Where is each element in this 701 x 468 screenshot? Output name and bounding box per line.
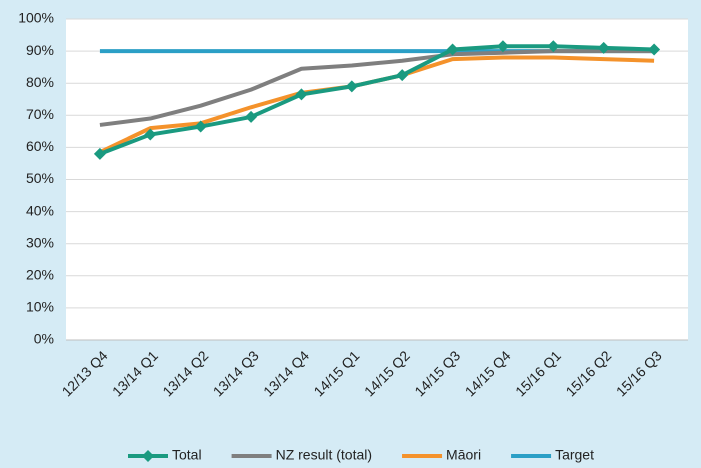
marker <box>597 41 610 54</box>
legend-label: Māori <box>446 447 481 463</box>
y-tick-label: 30% <box>26 234 54 250</box>
marker <box>245 110 258 123</box>
y-tick-label: 70% <box>26 106 54 122</box>
marker <box>144 128 157 141</box>
marker <box>648 43 661 56</box>
y-tick-label: 80% <box>26 74 54 90</box>
marker <box>295 88 308 101</box>
y-tick-label: 10% <box>26 299 54 315</box>
y-tick-label: 50% <box>26 170 54 186</box>
y-tick-label: 0% <box>34 331 54 347</box>
marker <box>446 43 459 56</box>
series-line <box>99 44 655 156</box>
series-line <box>99 49 655 127</box>
marker <box>396 69 409 82</box>
legend-marker <box>142 450 154 462</box>
legend-label: Target <box>555 447 594 463</box>
legend-label: NZ result (total) <box>276 447 372 463</box>
y-tick-label: 20% <box>26 267 54 283</box>
marker <box>93 147 106 160</box>
marker <box>194 120 207 133</box>
legend-label: Total <box>172 447 202 463</box>
y-tick-label: 40% <box>26 202 54 218</box>
y-tick-label: 60% <box>26 138 54 154</box>
y-tick-label: 100% <box>18 10 54 26</box>
y-tick-label: 90% <box>26 42 54 58</box>
marker <box>547 40 560 53</box>
marker <box>345 80 358 93</box>
marker <box>496 40 509 53</box>
